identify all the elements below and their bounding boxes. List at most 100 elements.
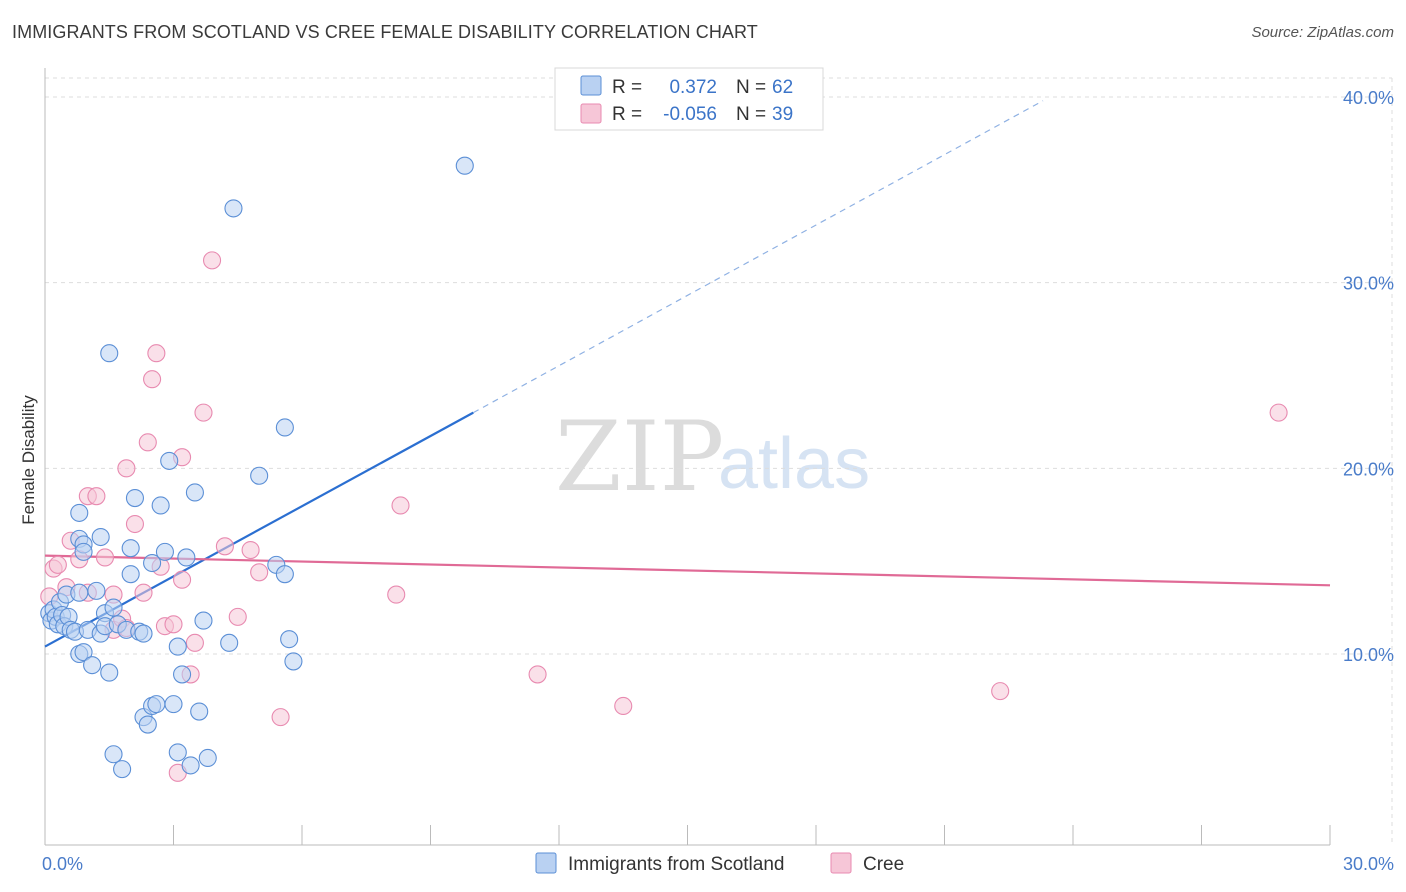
point-cree-40 (1269, 403, 1288, 422)
point-scotland-40 (143, 553, 162, 573)
legend-swatch-scotland (580, 75, 602, 96)
point-scotland-57 (224, 199, 243, 218)
point-scotland-64 (455, 156, 474, 175)
point-scotland-33 (121, 539, 140, 558)
point-scotland-14 (70, 583, 89, 602)
point-scotland-31 (113, 760, 132, 779)
watermark: ZIP atlas (555, 401, 870, 513)
point-scotland-39 (138, 715, 157, 734)
series-legend: Immigrants from Scotland Cree (535, 852, 904, 875)
y-tick-label-3: 40.0% (1343, 88, 1394, 108)
data-points (40, 156, 1288, 782)
trend-line-scotland-extension (473, 100, 1044, 414)
point-scotland-13 (74, 643, 93, 662)
point-scotland-42 (147, 695, 166, 714)
point-scotland-50 (177, 548, 196, 567)
point-cree-14 (117, 459, 136, 478)
legend-n-value-cree: 39 (772, 104, 793, 125)
y-tick-label-2: 30.0% (1343, 274, 1394, 294)
legend-swatch-cree (580, 103, 602, 124)
point-cree-27 (185, 633, 204, 652)
point-cree-35 (387, 585, 406, 604)
source-label: Source: ZipAtlas.com (1251, 24, 1394, 41)
legend-r-value-scotland: 0.372 (669, 77, 717, 98)
legend-n-label-cree: N = (736, 104, 766, 125)
point-scotland-20 (83, 656, 102, 675)
point-cree-22 (164, 615, 183, 634)
point-scotland-29 (104, 745, 123, 764)
tick-labels: 10.0% 20.0% 30.0% 40.0% 0.0% 30.0% (42, 88, 1394, 874)
point-scotland-26 (100, 663, 119, 682)
watermark-atlas: atlas (718, 424, 870, 504)
trend-line-cree (44, 554, 1331, 587)
point-scotland-24 (91, 527, 110, 547)
point-scotland-18 (74, 542, 93, 561)
axes (44, 68, 1331, 846)
series-legend-swatch-scotland (535, 852, 557, 874)
watermark-zip: ZIP (555, 401, 724, 513)
legend-n-label-scotland: N = (736, 77, 766, 98)
point-cree-38 (614, 696, 633, 716)
series-legend-label-cree: Cree (863, 854, 904, 875)
legend-r-label-cree: R = (612, 104, 642, 125)
point-cree-19 (147, 344, 166, 363)
point-scotland-47 (168, 743, 187, 762)
point-cree-31 (228, 607, 247, 626)
trend-lines (44, 100, 1331, 648)
point-cree-34 (271, 708, 290, 727)
point-cree-2 (48, 555, 67, 574)
point-scotland-55 (198, 748, 217, 768)
point-scotland-56 (220, 633, 239, 652)
point-cree-29 (203, 251, 222, 270)
point-scotland-44 (155, 542, 174, 561)
point-cree-25 (173, 570, 192, 589)
legend-r-label-scotland: R = (612, 77, 642, 98)
point-scotland-35 (125, 488, 144, 508)
point-scotland-28 (104, 598, 123, 617)
point-cree-33 (250, 563, 269, 582)
point-scotland-34 (121, 565, 140, 584)
point-scotland-60 (275, 418, 294, 437)
point-scotland-52 (185, 483, 204, 502)
legend-r-value-cree: -0.056 (663, 104, 717, 125)
point-cree-17 (138, 433, 157, 452)
y-axis-label: Female Disability (19, 395, 38, 525)
point-scotland-61 (275, 565, 294, 584)
point-scotland-63 (284, 652, 303, 671)
point-scotland-37 (134, 624, 153, 643)
series-legend-swatch-cree (830, 852, 852, 874)
y-tick-label-1: 20.0% (1343, 459, 1394, 479)
chart-title: IMMIGRANTS FROM SCOTLAND VS CREE FEMALE … (12, 22, 758, 42)
point-cree-15 (125, 514, 144, 534)
point-scotland-49 (173, 665, 192, 684)
point-cree-37 (528, 665, 547, 684)
series-legend-label-scotland: Immigrants from Scotland (568, 854, 784, 875)
stats-legend: R = 0.372 N = 62 R = -0.056 N = 39 (554, 67, 824, 131)
point-scotland-51 (181, 756, 200, 775)
x-tick-label-1: 30.0% (1343, 854, 1394, 874)
point-cree-16 (134, 583, 153, 602)
point-scotland-27 (100, 344, 119, 363)
point-cree-28 (194, 403, 213, 422)
point-scotland-46 (164, 695, 183, 714)
point-cree-18 (143, 370, 162, 389)
point-scotland-21 (87, 581, 106, 600)
point-cree-30 (215, 537, 234, 556)
point-cree-39 (991, 682, 1010, 701)
x-tick-label-0: 0.0% (42, 854, 83, 874)
y-tick-label-0: 10.0% (1343, 645, 1394, 665)
point-scotland-58 (250, 466, 269, 485)
point-scotland-48 (168, 637, 187, 656)
point-cree-8 (87, 487, 106, 506)
legend-n-value-scotland: 62 (772, 77, 793, 98)
point-scotland-16 (70, 503, 89, 522)
point-scotland-53 (190, 702, 209, 721)
point-scotland-45 (160, 451, 179, 470)
point-scotland-54 (194, 611, 213, 630)
point-cree-36 (391, 496, 410, 515)
point-scotland-62 (280, 630, 299, 649)
point-cree-32 (241, 540, 260, 560)
point-cree-9 (95, 548, 115, 567)
point-scotland-43 (151, 496, 170, 515)
